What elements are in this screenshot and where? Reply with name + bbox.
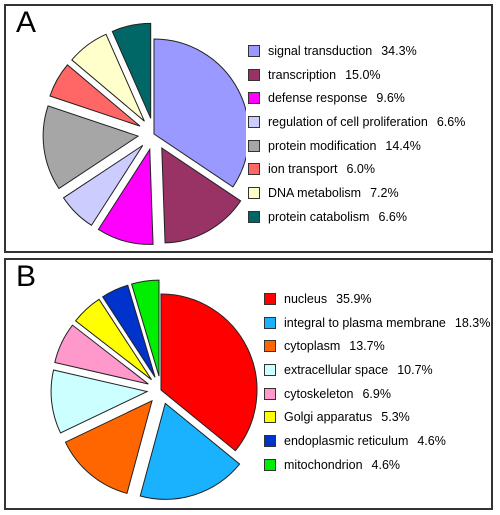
pie-slice	[62, 144, 144, 227]
legend-swatch	[248, 115, 260, 128]
legend-item: endoplasmic reticulum 4.6%	[264, 429, 490, 453]
pie-slice	[153, 38, 246, 188]
pie-chart	[42, 22, 246, 245]
legend-label: cytoplasm	[284, 339, 341, 354]
panel-label: A	[16, 6, 37, 39]
legend-item: extracellular space 10.7%	[264, 358, 490, 382]
legend-item: protein catabolism 6.6%	[248, 205, 465, 229]
legend-swatch	[248, 92, 260, 105]
legend-value: 4.6%	[371, 457, 401, 472]
legend-item: ion transport 6.0%	[248, 157, 465, 181]
legend-value: 18.3%	[454, 315, 491, 330]
legend-value: 6.9%	[362, 386, 391, 401]
pie-slice	[50, 369, 149, 434]
legend-swatch	[264, 316, 276, 329]
pie-slice	[139, 402, 241, 500]
legend-item: defense response 9.6%	[248, 86, 465, 110]
legend-value: 4.6%	[417, 433, 446, 448]
legend-label: mitochondrion	[284, 457, 363, 472]
legend-item: mitochondrion 4.6%	[264, 453, 490, 477]
legend-swatch	[264, 411, 276, 424]
legend-item: Golgi apparatus 5.3%	[264, 405, 490, 429]
legend-label: cytoskeleton	[284, 386, 354, 401]
panel-label: B	[16, 260, 37, 293]
pie-chart	[50, 279, 258, 500]
legend-label: defense response	[268, 91, 368, 106]
chart-panel-a: A signal transduction 34.3% transcription 1…	[4, 4, 493, 253]
legend-value: 10.7%	[397, 362, 433, 377]
legend-label: transcription	[268, 67, 337, 82]
legend-item: cytoskeleton 6.9%	[264, 382, 490, 406]
legend-label: DNA metabolism	[268, 185, 362, 200]
legend-label: ion transport	[268, 162, 338, 177]
legend-item: protein modification 14.4%	[248, 134, 465, 158]
pie-slice	[49, 64, 141, 127]
legend-swatch	[264, 387, 276, 400]
pie-slice	[97, 147, 154, 245]
legend-item: nucleus 35.9%	[264, 287, 490, 311]
legend-item: cytoplasm 13.7%	[264, 334, 490, 358]
legend-swatch	[248, 139, 260, 152]
legend-label: regulation of cell proliferation	[268, 114, 428, 129]
legend-value: 6.6%	[436, 114, 466, 129]
legend-swatch	[264, 363, 276, 376]
legend-swatch	[248, 186, 260, 199]
legend-value: 6.6%	[378, 209, 407, 224]
legend-swatch	[264, 434, 276, 447]
legend-value: 6.0%	[346, 162, 375, 177]
legend-item: DNA metabolism 7.2%	[248, 181, 465, 205]
legend-item: regulation of cell proliferation 6.6%	[248, 110, 465, 134]
legend-value: 13.7%	[349, 339, 385, 354]
legend: signal transduction 34.3% transcription 15.…	[248, 39, 465, 229]
legend-item: transcription 15.0%	[248, 63, 465, 87]
legend-value: 7.2%	[370, 185, 399, 200]
legend-value: 14.4%	[385, 138, 421, 153]
legend-label: protein catabolism	[268, 209, 370, 224]
legend-swatch	[248, 68, 260, 81]
pie-slice	[42, 105, 140, 190]
legend-value: 15.0%	[345, 67, 381, 82]
legend-value: 34.3%	[381, 43, 417, 58]
legend-swatch	[264, 292, 276, 305]
legend: nucleus 35.9% integral to plasma membrane 1…	[264, 287, 490, 477]
legend-label: nucleus	[284, 291, 328, 306]
legend-swatch	[248, 44, 260, 57]
legend-swatch	[248, 163, 260, 176]
pie-slice	[111, 22, 152, 119]
legend-label: integral to plasma membrane	[284, 315, 446, 330]
legend-swatch	[264, 340, 276, 353]
legend-value: 5.3%	[381, 410, 410, 425]
legend-label: Golgi apparatus	[284, 410, 373, 425]
legend-value: 35.9%	[336, 291, 372, 306]
pie-slice	[101, 284, 156, 378]
legend-swatch	[264, 458, 276, 471]
pie-slice	[161, 147, 242, 244]
legend-label: extracellular space	[284, 362, 389, 377]
pie-slice	[74, 298, 152, 381]
pie-slice	[54, 324, 149, 385]
legend-label: signal transduction	[268, 43, 373, 58]
legend-item: integral to plasma membrane 18.3%	[264, 311, 490, 335]
pie-slice	[64, 399, 153, 495]
chart-panel-b: B nucleus 35.9% integral to plasma membran…	[4, 258, 493, 510]
pie-slice	[160, 293, 258, 452]
legend-swatch	[248, 210, 260, 223]
pie-slice	[71, 33, 145, 122]
legend-item: signal transduction 34.3%	[248, 39, 465, 63]
legend-label: protein modification	[268, 138, 377, 153]
legend-value: 9.6%	[376, 91, 405, 106]
legend-label: endoplasmic reticulum	[284, 433, 409, 448]
pie-slice	[131, 279, 160, 377]
